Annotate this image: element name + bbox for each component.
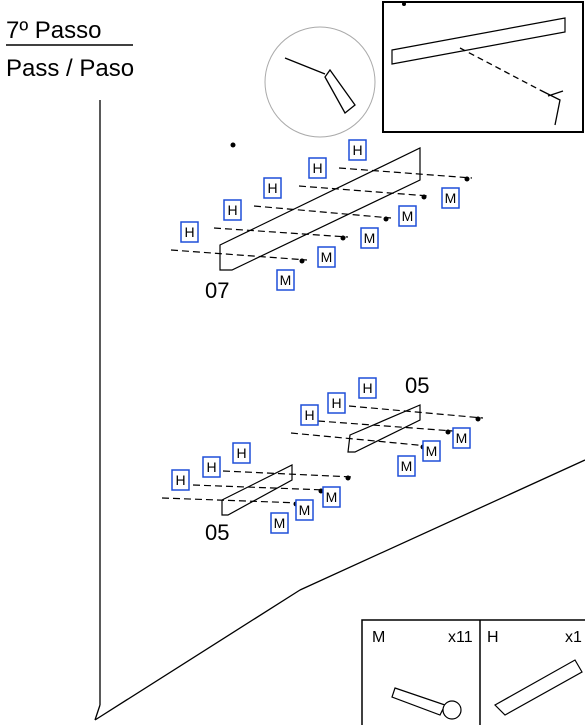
- screw-line: [170, 249, 308, 261]
- m-tag-label: M: [402, 208, 414, 224]
- h-tag-label: H: [267, 180, 277, 196]
- panel-label: 05: [205, 520, 229, 545]
- legend-name: H: [487, 629, 499, 646]
- h-tag-label: H: [312, 160, 322, 176]
- hammer-drawing: [284, 57, 356, 114]
- h-tag-label: H: [236, 445, 246, 461]
- h-tag-label: H: [304, 407, 314, 423]
- step-subtitle: Pass / Paso: [6, 55, 134, 82]
- h-tag-label: H: [362, 380, 372, 396]
- screw-line: [338, 167, 473, 179]
- m-tag-box: [276, 269, 295, 291]
- h-tag-label: H: [352, 142, 362, 158]
- h-tag-box: [202, 456, 221, 478]
- m-tag-box: [452, 427, 471, 449]
- panel-07: [219, 147, 421, 271]
- h-tag-box: [358, 377, 377, 399]
- m-tag-box: [270, 512, 289, 534]
- screw: [383, 216, 389, 222]
- h-tag-label: H: [331, 395, 341, 411]
- h-tag-box: [348, 139, 367, 161]
- h-tag-box: [308, 157, 327, 179]
- m-tag-box: [397, 455, 416, 477]
- step-title: 7º Passo: [6, 17, 101, 44]
- screw: [299, 258, 305, 264]
- drill: [539, 89, 564, 126]
- h-tag-label: H: [227, 202, 237, 218]
- m-tag-label: M: [426, 443, 438, 459]
- h-tag-box: [300, 404, 319, 426]
- screw-line: [317, 420, 454, 432]
- screw: [475, 416, 481, 422]
- m-tag-box: [422, 440, 441, 462]
- m-tag-label: M: [274, 515, 286, 531]
- dowel-h-icon: [494, 659, 583, 716]
- m-tag-box: [398, 205, 417, 227]
- dot: [230, 142, 236, 148]
- m-tag-box: [441, 187, 460, 209]
- legend-box: [361, 619, 585, 725]
- screw: [445, 429, 451, 435]
- screw-line: [213, 227, 349, 238]
- legend-qty: x1: [565, 629, 582, 646]
- m-tag-label: M: [326, 489, 338, 505]
- m-tag-label: M: [456, 430, 468, 446]
- h-tag-label: H: [206, 459, 216, 475]
- screw: [464, 176, 470, 182]
- screw: [345, 475, 351, 481]
- screw-m-icon: [391, 687, 446, 716]
- legend-qty: x11: [448, 629, 473, 646]
- m-tag-box: [322, 486, 341, 508]
- m-tag-box: [317, 246, 336, 268]
- dot: [402, 2, 406, 6]
- panel-label: 05: [405, 373, 429, 398]
- h-tag-box: [327, 392, 346, 414]
- screw: [421, 194, 427, 200]
- m-tag-label: M: [364, 230, 376, 246]
- h-tag-box: [171, 469, 190, 491]
- m-tag-label: M: [401, 458, 413, 474]
- m-tag-box: [360, 227, 379, 249]
- m-tag-label: M: [445, 190, 457, 206]
- drill-line: [459, 47, 541, 91]
- h-tag-label: H: [175, 472, 185, 488]
- legend-name: M: [372, 629, 385, 646]
- screw-line: [253, 205, 392, 219]
- h-tag-label: H: [184, 224, 194, 240]
- screw-head: [442, 700, 462, 720]
- m-tag-box: [295, 499, 314, 521]
- rail: [391, 17, 566, 65]
- m-tag-label: M: [299, 502, 311, 518]
- h-tag-box: [232, 442, 251, 464]
- screw-line: [161, 497, 302, 504]
- h-tag-box: [180, 221, 199, 243]
- screw-line: [192, 484, 327, 491]
- panel-05: [347, 404, 421, 453]
- screw-line: [290, 432, 429, 447]
- panel-label: 07: [205, 278, 229, 303]
- screw: [340, 235, 346, 241]
- panel-05: [221, 464, 293, 516]
- hammer-icon: [264, 26, 376, 138]
- h-tag-box: [263, 177, 282, 199]
- screw-line: [348, 405, 484, 419]
- m-tag-label: M: [280, 272, 292, 288]
- m-tag-label: M: [321, 249, 333, 265]
- h-tag-box: [223, 199, 242, 221]
- wall-lines: [94, 100, 585, 721]
